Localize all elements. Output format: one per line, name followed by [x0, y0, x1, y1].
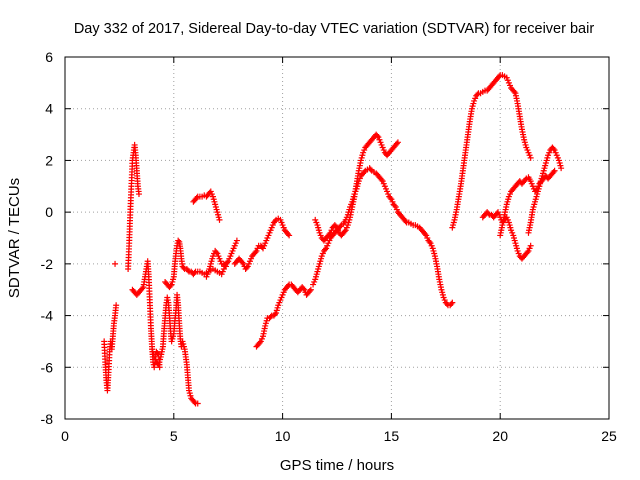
data-point-s6	[175, 237, 182, 244]
data-point-s14	[524, 249, 531, 256]
x-tick-label: 5	[170, 428, 178, 444]
data-point-s14	[527, 242, 534, 249]
data-point-s10	[271, 311, 278, 318]
data-point-s15	[550, 169, 557, 176]
data-point-s12	[393, 140, 400, 147]
x-tick-label: 25	[601, 428, 617, 444]
data-point-s9	[239, 259, 246, 266]
data-point-s12	[332, 223, 339, 230]
data-point-s1	[113, 302, 120, 309]
data-point-s11	[402, 218, 409, 225]
data-point-s11	[449, 299, 456, 306]
data-point-s4	[139, 285, 146, 292]
data-point-s11	[378, 176, 385, 183]
data-point-s12	[326, 231, 333, 238]
data-point-s13	[511, 88, 518, 95]
data-point-s7	[216, 216, 223, 223]
data-point-s9	[286, 232, 293, 239]
data-point-s10	[267, 313, 274, 320]
data-point-s9	[243, 264, 250, 271]
x-tick-label: 0	[61, 428, 69, 444]
data-point-s10	[256, 339, 263, 346]
data-point-s5	[191, 399, 198, 406]
y-tick-label: -6	[41, 359, 54, 375]
y-tick-label: -8	[41, 411, 54, 427]
data-point-s12	[394, 139, 401, 146]
data-point-s3	[135, 191, 142, 198]
data-point-s10	[307, 286, 314, 293]
data-point-s11	[391, 202, 398, 209]
data-point-s9	[271, 218, 278, 225]
data-point-s10	[306, 288, 313, 295]
data-point-s6	[167, 282, 174, 289]
data-point-s6	[184, 267, 191, 274]
data-point-s15	[551, 167, 558, 174]
data-point-s15	[522, 176, 529, 183]
y-tick-label: 4	[45, 101, 53, 117]
data-points	[101, 72, 565, 407]
y-tick-label: 2	[45, 152, 53, 168]
y-tick-label: -2	[41, 256, 54, 272]
data-point-s7	[193, 194, 200, 201]
data-point-s13	[527, 154, 534, 161]
data-point-s6	[191, 269, 198, 276]
data-point-s9	[285, 231, 292, 238]
data-point-s8	[213, 249, 220, 256]
y-tick-label: 0	[45, 204, 53, 220]
plot-frame	[64, 56, 610, 420]
y-tick-label: -4	[41, 308, 54, 324]
data-point-s11	[367, 166, 374, 173]
data-point-s14	[485, 210, 492, 217]
x-axis-label: GPS time / hours	[280, 457, 394, 474]
data-point-s2	[112, 260, 119, 267]
data-point-s13	[474, 91, 481, 98]
data-point-s11	[426, 238, 433, 245]
x-tick-label: 10	[275, 428, 291, 444]
data-point-s4	[154, 350, 161, 357]
data-point-s6	[233, 237, 240, 244]
data-point-s13	[496, 73, 503, 80]
data-point-s10	[300, 285, 307, 292]
axis-ticks: 0 5 10 15 20 25 -8 -6 -4 -2 0 2 4 6	[41, 49, 617, 444]
chart-title: Day 332 of 2017, Sidereal Day-to-day VTE…	[74, 21, 595, 37]
data-point-s11	[448, 300, 455, 307]
data-point-s8	[223, 263, 230, 270]
x-tick-label: 15	[384, 428, 400, 444]
grid-lines	[65, 57, 609, 419]
data-point-s11	[422, 231, 429, 238]
data-point-s5	[194, 400, 201, 407]
data-point-s6	[180, 264, 187, 271]
data-point-s16	[550, 145, 557, 152]
data-point-s11	[387, 194, 394, 201]
data-point-s11	[361, 169, 368, 176]
data-point-s11	[322, 246, 329, 253]
x-tick-label: 20	[492, 428, 508, 444]
data-point-s12	[374, 132, 381, 139]
y-tick-label: 6	[45, 49, 53, 65]
y-axis-label: SDTVAR / TECUs	[6, 178, 23, 298]
data-point-s16	[558, 165, 565, 172]
data-point-s12	[341, 228, 348, 235]
data-point-s9	[252, 249, 259, 256]
data-point-s8	[221, 262, 228, 269]
